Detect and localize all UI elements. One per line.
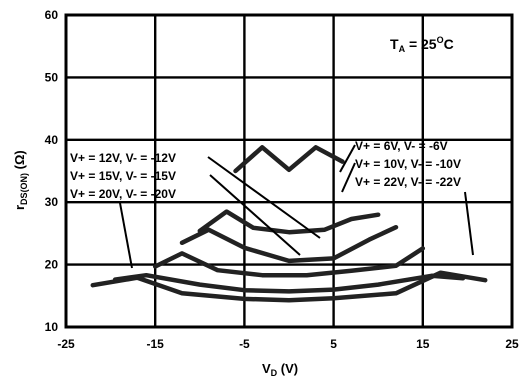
- series-label-left-1: V+ = 12V, V- = -12V: [70, 151, 176, 165]
- x-tick-label: 15: [416, 337, 430, 351]
- series-label-right-2: V+ = 10V, V- = -10V: [355, 157, 461, 171]
- y-tick-label: 50: [45, 70, 59, 84]
- y-tick-label: 20: [45, 258, 59, 272]
- series-line-1: [233, 145, 345, 174]
- x-tick-label: 25: [505, 337, 519, 351]
- tick-layer: -25 -15 -5 5 15 25 10 20 30 40 50 60: [45, 8, 519, 351]
- series-line-4: [152, 246, 426, 278]
- x-axis-title: VD (V): [262, 361, 298, 378]
- arrow-22v: [464, 191, 474, 256]
- arrow-20v: [119, 202, 133, 269]
- x-tick-label: -5: [239, 337, 250, 351]
- x-tick-label: 5: [330, 337, 337, 351]
- series-line-5: [112, 272, 466, 294]
- x-tick-label: -25: [57, 337, 75, 351]
- y-tick-label: 30: [45, 195, 59, 209]
- temperature-annotation: TA = 25OC: [390, 35, 454, 54]
- plot-frame: [64, 13, 514, 329]
- x-tick-label: -15: [147, 337, 165, 351]
- series-label-right-1: V+ = 6V, V- = -6V: [355, 139, 448, 153]
- y-tick-label: 60: [45, 8, 59, 22]
- arrow-6v: [339, 144, 356, 173]
- grid-layer: [66, 15, 512, 327]
- series-line-2: [197, 209, 381, 235]
- arrow-12v: [207, 156, 321, 239]
- series-line-3: [179, 224, 399, 264]
- y-axis-title: rDS(ON) (Ω): [12, 150, 29, 210]
- arrow-10v: [341, 162, 356, 193]
- series-label-left-2: V+ = 15V, V- = -15V: [70, 169, 176, 183]
- curve-layer: [90, 145, 488, 303]
- y-tick-label: 10: [45, 320, 59, 334]
- series-line-6: [90, 270, 488, 303]
- series-label-right-3: V+ = 22V, V- = -22V: [355, 175, 461, 189]
- arrow-15v: [209, 174, 301, 256]
- y-tick-label: 40: [45, 133, 59, 147]
- series-label-left-3: V+ = 20V, V- = -20V: [70, 187, 176, 201]
